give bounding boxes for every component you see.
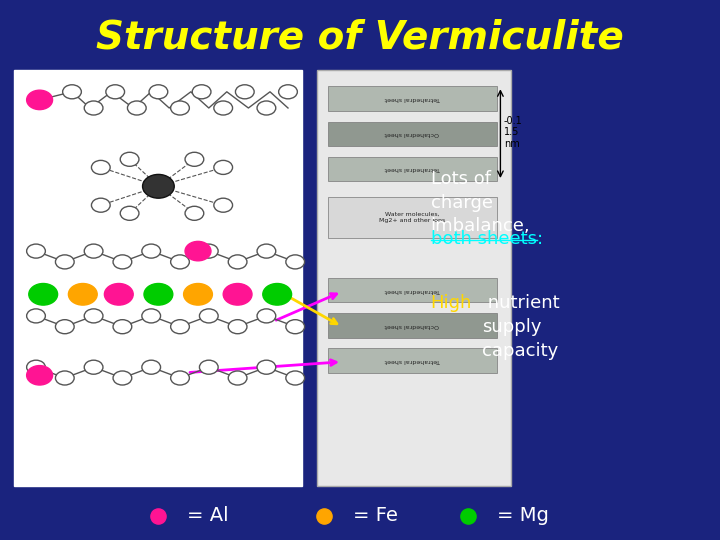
Circle shape [171,255,189,269]
Text: Tetrahedral sheet: Tetrahedral sheet [384,166,440,171]
Circle shape [171,101,189,115]
Circle shape [228,255,247,269]
FancyBboxPatch shape [328,157,497,181]
Text: High: High [431,294,472,312]
Circle shape [185,206,204,220]
Text: nutrient
supply
capacity: nutrient supply capacity [482,294,560,360]
Point [153,511,164,520]
Circle shape [199,309,218,323]
Circle shape [263,284,292,305]
Circle shape [113,255,132,269]
Circle shape [279,85,297,99]
Circle shape [27,309,45,323]
FancyBboxPatch shape [328,86,497,111]
Circle shape [84,101,103,115]
FancyBboxPatch shape [328,122,497,146]
Text: Tetrahedral sheet: Tetrahedral sheet [384,288,440,293]
Text: -0.1
1.5
nm: -0.1 1.5 nm [504,116,523,149]
Circle shape [199,244,218,258]
Circle shape [142,360,161,374]
Circle shape [257,244,276,258]
Circle shape [120,152,139,166]
Circle shape [63,85,81,99]
Text: Tetrahedral sheet: Tetrahedral sheet [384,96,440,101]
Circle shape [55,255,74,269]
Circle shape [113,371,132,385]
FancyBboxPatch shape [328,197,497,238]
Circle shape [286,255,305,269]
Circle shape [214,101,233,115]
Point [318,511,330,520]
Circle shape [27,360,45,374]
Circle shape [228,371,247,385]
Circle shape [68,284,97,305]
Circle shape [27,90,53,110]
Circle shape [171,320,189,334]
Circle shape [120,206,139,220]
Circle shape [84,360,103,374]
Circle shape [127,101,146,115]
Circle shape [192,85,211,99]
Text: = Al: = Al [187,506,229,525]
FancyBboxPatch shape [328,348,497,373]
Circle shape [91,198,110,212]
Circle shape [113,320,132,334]
Circle shape [199,360,218,374]
Circle shape [214,198,233,212]
Circle shape [84,309,103,323]
Text: Structure of Vermiculite: Structure of Vermiculite [96,19,624,57]
FancyBboxPatch shape [14,70,302,486]
Circle shape [223,284,252,305]
FancyBboxPatch shape [328,278,497,302]
Circle shape [228,320,247,334]
Text: Water molecules,
Mg2+ and other ions: Water molecules, Mg2+ and other ions [379,212,446,222]
Circle shape [144,284,173,305]
Text: both sheets:: both sheets: [431,230,543,247]
Circle shape [27,366,53,385]
Text: Lots of
charge
imbalance,: Lots of charge imbalance, [431,170,530,235]
Circle shape [171,371,189,385]
Circle shape [55,320,74,334]
Circle shape [55,371,74,385]
Circle shape [104,284,133,305]
Circle shape [143,174,174,198]
Circle shape [149,85,168,99]
FancyBboxPatch shape [317,70,511,486]
FancyBboxPatch shape [328,313,497,338]
Circle shape [185,152,204,166]
Circle shape [235,85,254,99]
Circle shape [29,284,58,305]
Circle shape [84,244,103,258]
Text: = Mg: = Mg [497,506,549,525]
Circle shape [286,320,305,334]
Text: = Fe: = Fe [353,506,397,525]
Circle shape [257,309,276,323]
Text: Tetrahedral sheet: Tetrahedral sheet [384,358,440,363]
Circle shape [257,101,276,115]
Text: Octahedral sheet: Octahedral sheet [385,131,439,136]
Circle shape [286,371,305,385]
Circle shape [257,360,276,374]
Circle shape [106,85,125,99]
Text: Octahedral sheet: Octahedral sheet [385,323,439,328]
Point [462,511,474,520]
Circle shape [185,241,211,261]
Circle shape [142,244,161,258]
Circle shape [214,160,233,174]
Circle shape [184,284,212,305]
Circle shape [91,160,110,174]
Circle shape [27,244,45,258]
Circle shape [142,309,161,323]
